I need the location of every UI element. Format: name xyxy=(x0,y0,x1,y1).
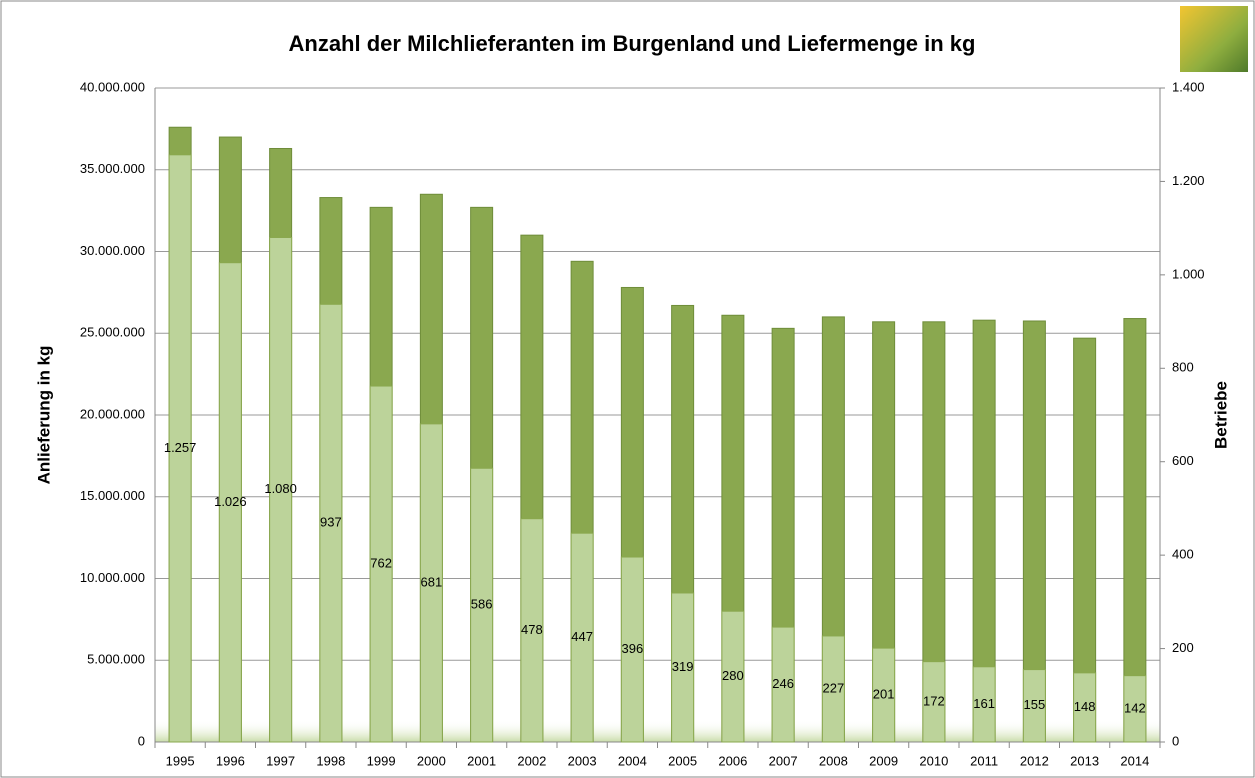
x-tick-label: 2000 xyxy=(417,753,446,768)
x-tick-label: 2010 xyxy=(919,753,948,768)
data-label: 396 xyxy=(622,641,644,656)
y2-tick-label: 800 xyxy=(1172,360,1194,375)
data-label: 937 xyxy=(320,515,342,530)
y-tick-label: 40.000.000 xyxy=(80,79,145,94)
y2-tick-label: 1.400 xyxy=(1172,79,1205,94)
data-label: 1.080 xyxy=(264,481,297,496)
chart: Anzahl der Milchlieferanten im Burgenlan… xyxy=(0,0,1255,778)
data-label: 1.026 xyxy=(214,494,247,509)
data-label: 155 xyxy=(1024,697,1046,712)
x-tick-label: 2002 xyxy=(517,753,546,768)
x-tick-label: 2001 xyxy=(467,753,496,768)
data-label: 148 xyxy=(1074,699,1096,714)
x-tick-label: 2007 xyxy=(769,753,798,768)
data-label: 172 xyxy=(923,693,945,708)
x-tick-label: 2013 xyxy=(1070,753,1099,768)
data-label: 762 xyxy=(370,555,392,570)
x-tick-label: 2003 xyxy=(568,753,597,768)
x-tick-label: 2008 xyxy=(819,753,848,768)
y2-tick-label: 0 xyxy=(1172,733,1179,748)
y2-axis-title: Betriebe xyxy=(1211,381,1230,449)
plot-floor xyxy=(155,720,1160,742)
data-label: 447 xyxy=(571,629,593,644)
x-tick-label: 2011 xyxy=(970,753,998,768)
y2-tick-label: 200 xyxy=(1172,640,1194,655)
data-label: 201 xyxy=(873,686,895,701)
data-label: 142 xyxy=(1124,700,1146,715)
y-tick-label: 25.000.000 xyxy=(80,325,145,340)
y2-tick-label: 400 xyxy=(1172,547,1194,562)
x-tick-label: 1999 xyxy=(367,753,396,768)
data-label: 478 xyxy=(521,622,543,637)
y-tick-label: 30.000.000 xyxy=(80,243,145,258)
x-tick-label: 2004 xyxy=(618,753,647,768)
y-tick-label: 5.000.000 xyxy=(87,652,145,667)
data-label: 280 xyxy=(722,668,744,683)
y-tick-label: 0 xyxy=(138,733,145,748)
x-tick-label: 2014 xyxy=(1120,753,1149,768)
y-tick-label: 20.000.000 xyxy=(80,406,145,421)
data-label: 681 xyxy=(421,574,443,589)
y-tick-label: 15.000.000 xyxy=(80,488,145,503)
x-tick-label: 1995 xyxy=(166,753,195,768)
chart-title: Anzahl der Milchlieferanten im Burgenlan… xyxy=(289,31,976,56)
x-tick-label: 2006 xyxy=(718,753,747,768)
x-tick-label: 1998 xyxy=(316,753,345,768)
x-tick-label: 2005 xyxy=(668,753,697,768)
data-label: 246 xyxy=(772,676,794,691)
data-label: 227 xyxy=(823,680,845,695)
y-tick-label: 10.000.000 xyxy=(80,570,145,585)
y2-tick-label: 1.000 xyxy=(1172,266,1205,281)
logo xyxy=(1180,6,1248,72)
data-label: 161 xyxy=(973,696,995,711)
data-label: 1.257 xyxy=(164,440,197,455)
data-label: 319 xyxy=(672,659,694,674)
y-tick-label: 35.000.000 xyxy=(80,161,145,176)
x-tick-label: 2012 xyxy=(1020,753,1049,768)
x-tick-label: 2009 xyxy=(869,753,898,768)
x-tick-label: 1997 xyxy=(266,753,295,768)
y-axis-title: Anlieferung in kg xyxy=(34,346,53,485)
y2-tick-label: 1.200 xyxy=(1172,173,1205,188)
y2-tick-label: 600 xyxy=(1172,453,1194,468)
x-tick-label: 1996 xyxy=(216,753,245,768)
data-label: 586 xyxy=(471,597,493,612)
